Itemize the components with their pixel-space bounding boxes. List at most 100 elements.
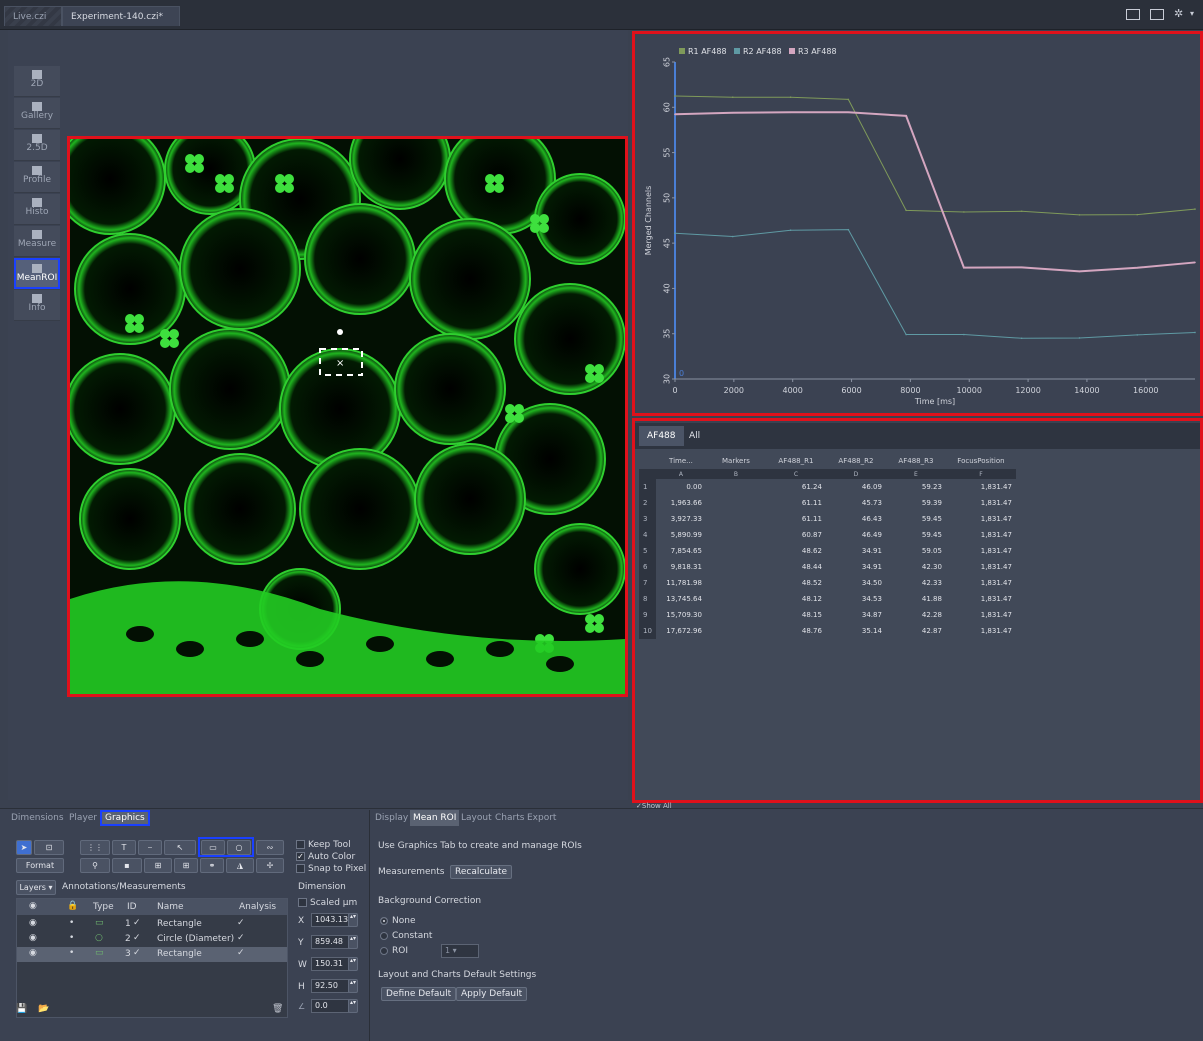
tab-graphics[interactable]: Graphics bbox=[100, 810, 150, 826]
table-cell[interactable]: 59.05 bbox=[921, 547, 942, 555]
tool-button[interactable]: ⚭ bbox=[200, 858, 224, 873]
table-cell[interactable]: 1,831.47 bbox=[980, 611, 1012, 619]
spline-tool-button[interactable]: ∾ bbox=[256, 840, 284, 855]
table-cell[interactable]: 3,927.33 bbox=[670, 515, 702, 523]
table-cell[interactable]: 60.87 bbox=[801, 531, 822, 539]
recalculate-button[interactable]: Recalculate bbox=[450, 865, 513, 879]
tab-display[interactable]: Display bbox=[375, 813, 409, 823]
table-cell[interactable]: 9,818.31 bbox=[670, 563, 702, 571]
table-cell[interactable]: 7,854.65 bbox=[670, 547, 702, 555]
rectangle-tool-button[interactable]: ▭ bbox=[201, 840, 225, 855]
table-cell[interactable]: 46.43 bbox=[861, 515, 882, 523]
table-cell[interactable] bbox=[706, 591, 766, 607]
gear-icon[interactable]: ✲ bbox=[1174, 7, 1184, 20]
table-cell[interactable]: 1,831.47 bbox=[980, 579, 1012, 587]
table-cell[interactable]: 46.49 bbox=[861, 531, 882, 539]
tab-charts[interactable]: Charts bbox=[495, 813, 525, 823]
analysis-checkbox[interactable]: ✓ bbox=[237, 948, 245, 958]
spin-stepper[interactable]: ▴▾ bbox=[348, 979, 358, 993]
auto-color-checkbox[interactable]: ✓ Auto Color bbox=[296, 852, 355, 862]
row-number[interactable]: 1 bbox=[639, 479, 656, 495]
roi-rectangle[interactable]: × bbox=[319, 329, 363, 376]
row-number[interactable]: 8 bbox=[639, 591, 656, 607]
table-cell[interactable]: 34.50 bbox=[861, 579, 882, 587]
table-row[interactable]: 6 9,818.31 48.44 34.91 42.30 1,831.47 bbox=[639, 559, 1016, 575]
tool-button[interactable]: ⚲ bbox=[80, 858, 110, 873]
table-cell[interactable]: 13,745.64 bbox=[666, 595, 702, 603]
h-field[interactable]: 92.50 bbox=[311, 979, 349, 993]
table-cell[interactable] bbox=[706, 559, 766, 575]
microscope-image[interactable]: × bbox=[67, 136, 628, 697]
header-focus[interactable]: FocusPosition bbox=[957, 457, 1005, 465]
table-cell[interactable]: 48.12 bbox=[801, 595, 822, 603]
table-cell[interactable]: 48.62 bbox=[801, 547, 822, 555]
table-cell[interactable]: 45.73 bbox=[861, 499, 882, 507]
layers-dropdown[interactable]: Layers ▾ bbox=[16, 880, 56, 895]
eye-icon[interactable]: ◉ bbox=[29, 918, 37, 928]
checkbox-checked-icon[interactable]: ✓ bbox=[133, 948, 141, 958]
apply-default-button[interactable]: Apply Default bbox=[456, 987, 528, 1001]
table-cell[interactable]: 1,831.47 bbox=[980, 483, 1012, 491]
table-cell[interactable] bbox=[706, 495, 766, 511]
table-cell[interactable]: 61.11 bbox=[801, 515, 822, 523]
tab-layout[interactable]: Layout bbox=[461, 813, 492, 823]
view-button-2.5d[interactable]: 2.5D bbox=[14, 130, 60, 161]
tab-dimensions[interactable]: Dimensions bbox=[11, 813, 64, 823]
table-row[interactable]: 2 1,963.66 61.11 45.73 59.39 1,831.47 bbox=[639, 495, 1016, 511]
row-number[interactable]: 4 bbox=[639, 527, 656, 543]
table-cell[interactable]: 48.76 bbox=[801, 627, 822, 635]
table-cell[interactable]: 42.87 bbox=[921, 627, 942, 635]
table-cell[interactable]: 42.30 bbox=[921, 563, 942, 571]
table-row[interactable]: 4 5,890.99 60.87 46.49 59.45 1,831.47 bbox=[639, 527, 1016, 543]
arrow-tool-button[interactable]: ↖ bbox=[164, 840, 196, 855]
roi-select[interactable]: 1 ▾ bbox=[441, 944, 479, 958]
table-cell[interactable]: 48.52 bbox=[801, 579, 822, 587]
tool-button[interactable]: ✢ bbox=[256, 858, 284, 873]
table-cell[interactable]: 1,831.47 bbox=[980, 515, 1012, 523]
tab-af488[interactable]: AF488 bbox=[639, 426, 684, 446]
table-cell[interactable]: 61.24 bbox=[801, 483, 822, 491]
table-row[interactable]: 9 15,709.30 48.15 34.87 42.28 1,831.47 bbox=[639, 607, 1016, 623]
tool-button[interactable]: ⊞ bbox=[144, 858, 172, 873]
table-cell[interactable]: 48.15 bbox=[801, 611, 822, 619]
snap-pixel-checkbox[interactable]: Snap to Pixel bbox=[296, 864, 366, 874]
table-cell[interactable]: 41.88 bbox=[921, 595, 942, 603]
table-cell[interactable]: 59.45 bbox=[921, 515, 942, 523]
format-button[interactable]: Format bbox=[16, 858, 64, 873]
table-cell[interactable]: 17,672.96 bbox=[666, 627, 702, 635]
table-cell[interactable]: 1,831.47 bbox=[980, 547, 1012, 555]
table-cell[interactable]: 1,831.47 bbox=[980, 499, 1012, 507]
table-cell[interactable]: 35.14 bbox=[861, 627, 882, 635]
analysis-checkbox[interactable]: ✓ bbox=[237, 933, 245, 943]
table-row[interactable]: 5 7,854.65 48.62 34.91 59.05 1,831.47 bbox=[639, 543, 1016, 559]
table-row[interactable]: 3 3,927.33 61.11 46.43 59.45 1,831.47 bbox=[639, 511, 1016, 527]
spin-stepper[interactable]: ▴▾ bbox=[348, 999, 358, 1013]
save-icon[interactable]: 💾 bbox=[16, 1004, 28, 1014]
table-cell[interactable] bbox=[706, 543, 766, 559]
circle-tool-button[interactable]: ○ bbox=[227, 840, 251, 855]
keep-tool-checkbox[interactable]: Keep Tool bbox=[296, 840, 351, 850]
trash-icon[interactable]: 🗑 bbox=[272, 1004, 284, 1014]
checkbox-checked-icon[interactable]: ✓ bbox=[133, 918, 141, 928]
table-row[interactable]: 8 13,745.64 48.12 34.53 41.88 1,831.47 bbox=[639, 591, 1016, 607]
chevron-down-icon[interactable]: ▾ bbox=[1190, 9, 1195, 18]
header-time[interactable]: Time... bbox=[669, 457, 693, 465]
grid-layout-icon[interactable] bbox=[1126, 9, 1140, 20]
bg-none-radio[interactable]: None bbox=[380, 916, 415, 926]
table-cell[interactable]: 0.00 bbox=[686, 483, 702, 491]
header-markers[interactable]: Markers bbox=[722, 457, 750, 465]
row-number[interactable]: 9 bbox=[639, 607, 656, 623]
table-cell[interactable]: 34.91 bbox=[861, 547, 882, 555]
table-cell[interactable] bbox=[706, 511, 766, 527]
view-button-measure[interactable]: Measure bbox=[14, 226, 60, 257]
tab-mean-roi[interactable]: Mean ROI bbox=[410, 810, 460, 826]
table-cell[interactable]: 34.91 bbox=[861, 563, 882, 571]
tab-experiment[interactable]: Experiment-140.czi*×✎ bbox=[62, 6, 180, 42]
table-row[interactable]: 7 11,781.98 48.52 34.50 42.33 1,831.47 bbox=[639, 575, 1016, 591]
table-cell[interactable]: 34.87 bbox=[861, 611, 882, 619]
table-cell[interactable] bbox=[706, 575, 766, 591]
view-button-gallery[interactable]: Gallery bbox=[14, 98, 60, 129]
table-cell[interactable]: 46.09 bbox=[861, 483, 882, 491]
show-all-checkbox[interactable]: ✓Show All bbox=[636, 802, 672, 810]
eye-icon[interactable]: ◉ bbox=[29, 933, 37, 943]
